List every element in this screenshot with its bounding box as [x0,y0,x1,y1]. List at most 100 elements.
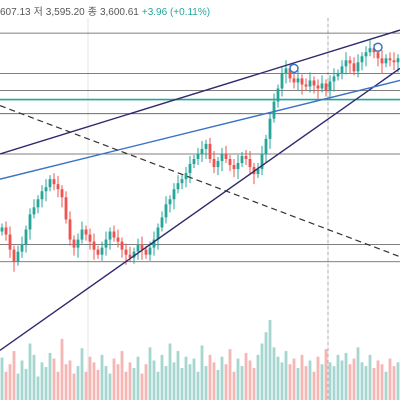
pivot-marker [289,63,299,74]
change-value: +3.96 (+0.11%) [141,7,211,18]
candle-body [4,227,8,235]
volume-bar [132,368,136,400]
volume-bar [368,354,372,400]
volume-bar [0,357,4,400]
candle-body [104,239,108,248]
candle-body [120,241,124,250]
volume-bar [92,362,96,400]
candle-body [92,241,96,250]
candle-body [0,227,4,232]
candle-body [304,84,308,87]
candle-body [280,73,284,89]
volume-bar [76,366,80,400]
candle-body [216,161,220,168]
candle-body [52,179,56,185]
candle-body [208,143,212,159]
volume-bar [260,343,264,400]
candle-body [64,197,68,220]
trendline-dashed-downtrend [0,105,400,258]
volume-bar [156,371,160,400]
candle-body [84,229,88,235]
volume-bar [276,356,280,400]
candle-body [164,204,168,218]
candle-body [240,155,244,164]
volume-bar [56,371,60,400]
candle-body [244,155,248,159]
volume-bar [392,366,396,400]
close-label: 종 [87,7,97,18]
volume-bar [288,364,292,400]
candle-body [248,159,252,168]
volume-bar [384,371,388,400]
trendline-channel-lower [0,67,400,351]
candle-body [88,234,92,242]
volume-bar [396,362,400,400]
volume-bar [168,343,172,400]
volume-bar [304,366,308,400]
volume-bar [356,347,360,400]
candle-body [160,217,164,228]
volume-bar [208,354,212,400]
candle-body [360,56,364,63]
candle-body [40,191,44,200]
volume-bar [196,371,200,400]
candle-body [212,159,216,168]
candle-body [284,68,288,74]
candle-body [200,148,204,154]
volume-bar [216,369,220,400]
candle-body [44,187,48,192]
volume-bar [308,360,312,400]
candle-body [380,58,384,64]
candle-body [12,249,16,262]
candle-body [156,227,160,240]
volume-bar [100,354,104,400]
volume-bar [40,362,44,400]
candle-body [336,73,340,77]
candle-body [112,231,116,238]
volume-bar [240,366,244,400]
candle-body [384,58,388,64]
candle-body [292,78,296,83]
volume-bar [136,356,140,400]
candle-body [56,184,60,190]
volume-bar [72,373,76,400]
candle-body [140,244,144,250]
candle-body [96,249,100,255]
candle-body [16,251,20,262]
candle-body [148,247,152,255]
candle-body [320,83,324,89]
volume-bar [104,366,108,400]
volume-bar [204,366,208,400]
candle-body [228,159,232,166]
candle-body [268,118,272,139]
volume-bar [336,354,340,400]
candle-body [172,189,176,200]
candle-body [72,239,76,248]
volume-bar [20,360,24,400]
volume-bar [264,332,268,400]
trendline-regression [0,79,400,180]
volume-bar [296,368,300,400]
candle-body [168,199,172,205]
trendline-channel-upper [0,29,400,155]
volume-bar [376,360,380,400]
low-value: 3,595.20 [45,7,85,18]
volume-bar [8,364,12,400]
volume-bar [64,364,68,400]
volume-bar [140,373,144,400]
volume-bar [300,354,304,400]
volume-bar [220,356,224,400]
volume-bar [232,371,236,400]
ohlc-readout: 607.13 저 3,595.20 종 3,600.61 +3.96 (+0.11%) [0,3,213,18]
volume-bar [88,356,92,400]
volume-bar [172,362,176,400]
volume-bar [116,364,120,400]
volume-bar [52,358,56,400]
open-value: 607.13 [0,7,31,18]
volume-bar [24,368,28,400]
volume-bar [248,360,252,400]
candle-body [116,237,120,242]
volume-bar [292,358,296,400]
